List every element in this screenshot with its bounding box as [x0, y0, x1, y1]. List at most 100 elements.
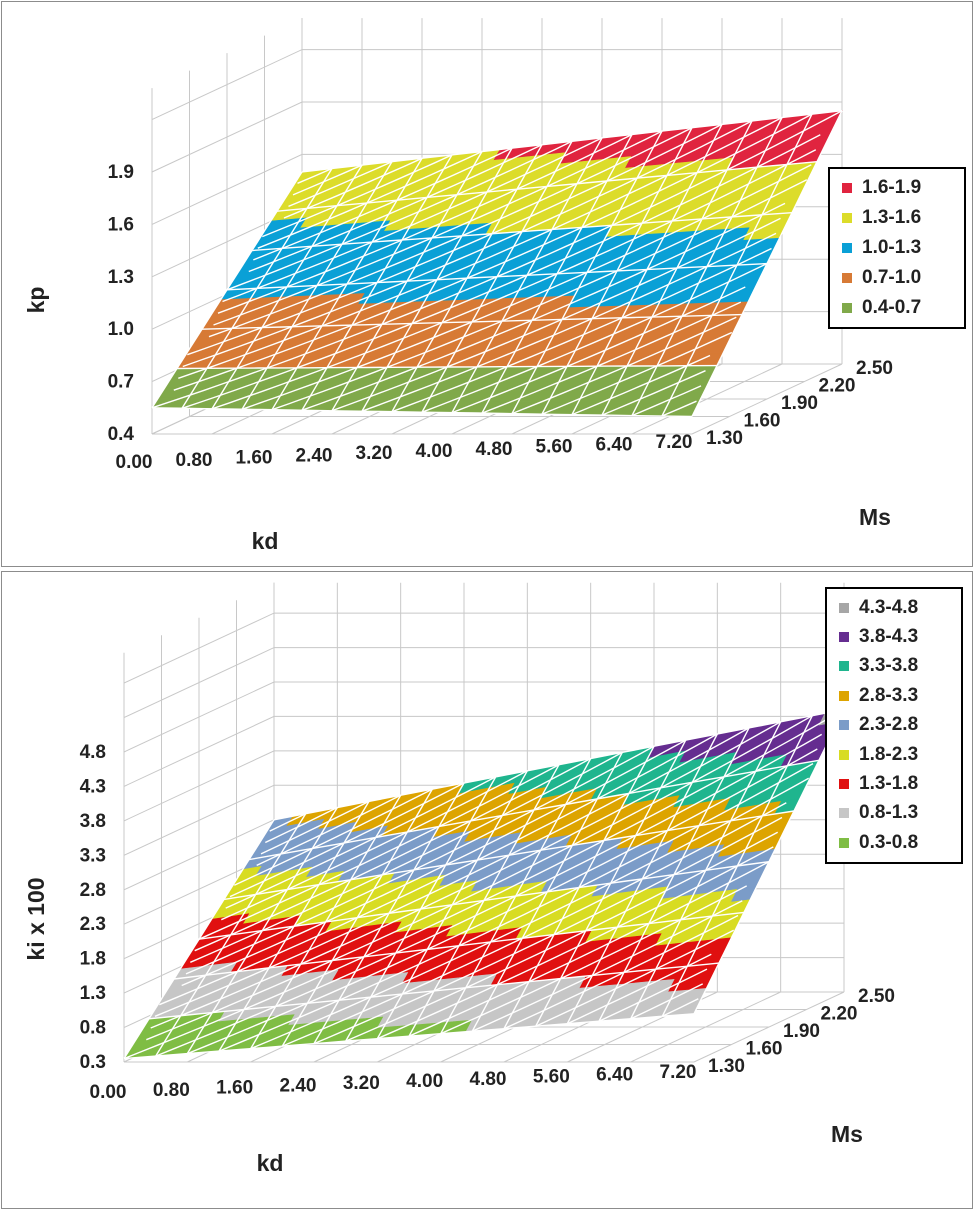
- legend-label: 4.3-4.8: [859, 596, 919, 618]
- legend-item: 4.3-4.8: [839, 593, 951, 622]
- surface-wire: [221, 770, 528, 921]
- z-axis-title: kp: [23, 287, 49, 314]
- kp-surface-chart-panel: 0.00 0.80 1.60 2.40 3.20 4.00 4.80 5.60 6.40 7.20…: [1, 1, 973, 567]
- legend-label: 1.6-1.9: [862, 177, 922, 198]
- surface-wire: [226, 140, 573, 291]
- legend-item: 1.0-1.3: [842, 233, 954, 263]
- surface-wire: [331, 217, 781, 412]
- surface-wire: [182, 120, 753, 368]
- x-tick-label: 3.20: [343, 1073, 380, 1094]
- surface-wire: [535, 929, 735, 1027]
- surface: [123, 709, 845, 1059]
- y-tick-label: 2.50: [856, 358, 893, 379]
- legend-label: 0.8-1.3: [859, 802, 919, 824]
- legend-label: 1.3-1.8: [859, 773, 919, 795]
- legend-item: 0.7-1.0: [842, 263, 954, 293]
- surface-wire: [472, 900, 743, 1032]
- legend-label: 1.3-1.6: [862, 207, 922, 228]
- legend-swatch: [839, 690, 849, 701]
- legend-label: 0.7-1.0: [862, 267, 922, 288]
- x-tick-label: 4.80: [476, 439, 513, 460]
- surface-wire: [257, 150, 483, 249]
- surface-wire: [208, 127, 693, 338]
- x-tick-label: 1.60: [236, 448, 273, 469]
- surface-wire: [262, 154, 453, 238]
- z-tick-label: 0.3: [80, 1052, 106, 1073]
- y-tick-label: 1.30: [706, 428, 743, 449]
- legend-swatch: [842, 183, 852, 193]
- z-tick-label: 0.8: [80, 1018, 106, 1039]
- surface-wire: [451, 286, 746, 414]
- legend-item: 2.3-2.8: [839, 711, 951, 740]
- ki-surface-chart-panel: 0.00 0.80 1.60 2.40 3.20 4.00 4.80 5.60 6.40 7.20…: [1, 571, 973, 1209]
- x-axis-title: kd: [252, 528, 279, 554]
- legend-swatch: [839, 808, 849, 819]
- x-tick-label: 0.80: [176, 450, 213, 471]
- x-tick-label: 0.80: [153, 1080, 190, 1101]
- surface-wire: [173, 113, 813, 391]
- legend-item: 1.3-1.6: [842, 203, 954, 233]
- legend-item: 0.3-0.8: [839, 828, 951, 857]
- surface-wire: [248, 144, 543, 273]
- z-tick-label: 4.8: [80, 742, 106, 763]
- x-tick-label: 1.60: [216, 1078, 253, 1099]
- surface-wire: [123, 708, 845, 1060]
- x-tick-label: 5.60: [536, 437, 573, 458]
- wall-gridline: [123, 681, 844, 753]
- kp-chart-legend: 1.6-1.9 1.3-1.6 1.0-1.3 0.7-1.0 0.4-0.7: [828, 167, 966, 329]
- surface-wire: [260, 800, 370, 855]
- legend-item: 3.3-3.8: [839, 652, 951, 681]
- legend-item: 1.6-1.9: [842, 173, 954, 203]
- surface-wire: [661, 998, 699, 1017]
- y-tick-label: 1.90: [783, 1021, 820, 1042]
- surface-wire: [264, 806, 338, 844]
- wall-gridline: [151, 101, 842, 173]
- surface-wire: [187, 748, 818, 1055]
- surface-wire: [283, 157, 423, 219]
- surface-wire: [541, 331, 733, 415]
- surface-wire: [222, 137, 603, 303]
- legend-item: 1.3-1.8: [839, 769, 951, 798]
- surface-wire: [253, 147, 513, 261]
- surface-wire: [567, 953, 712, 1025]
- surface-wire: [218, 762, 814, 1052]
- tick-labels: 0.00 0.80 1.60 2.40 3.20 4.00 4.80 5.60 6.40 7.20…: [108, 162, 893, 473]
- legend-swatch: [839, 661, 849, 672]
- surface-wireframe: [151, 110, 843, 418]
- x-tick-label: 2.40: [296, 445, 333, 466]
- legend-label: 2.8-3.3: [859, 684, 919, 706]
- x-axis-title: kd: [257, 1150, 284, 1176]
- legend-label: 1.0-1.3: [862, 237, 922, 258]
- surface-wire: [217, 133, 633, 314]
- y-tick-label: 2.20: [819, 376, 856, 397]
- surface-wire: [292, 164, 363, 196]
- x-tick-label: 7.20: [660, 1062, 697, 1083]
- y-tick-label: 1.90: [781, 393, 818, 414]
- surface-wire: [598, 968, 708, 1022]
- surface-wire: [198, 764, 560, 940]
- z-tick-label: 1.0: [108, 319, 134, 340]
- surface-wire: [503, 914, 739, 1030]
- wall-gridline: [151, 49, 842, 121]
- legend-swatch: [842, 273, 852, 283]
- tick-labels: 0.00 0.80 1.60 2.40 3.20 4.00 4.80 5.60 6.40 7.20…: [80, 742, 895, 1103]
- legend-item: 3.8-4.3: [839, 622, 951, 651]
- legend-label: 0.4-0.7: [862, 297, 922, 318]
- surface-wire: [151, 110, 843, 409]
- legend-swatch: [839, 749, 849, 760]
- surface-wire: [187, 123, 723, 356]
- ki-surface-chart: 0.00 0.80 1.60 2.40 3.20 4.00 4.80 5.60 6.40 7.20…: [23, 582, 895, 1176]
- legend-item: 0.8-1.3: [839, 799, 951, 828]
- z-tick-label: 1.3: [80, 983, 106, 1004]
- x-tick-label: 5.60: [533, 1067, 570, 1088]
- surface-wire: [391, 247, 772, 413]
- z-tick-label: 1.9: [108, 162, 134, 183]
- surface-wireframe: [123, 708, 845, 1060]
- surface-wire: [282, 802, 787, 1047]
- surface-wire: [288, 161, 393, 208]
- surface-wire: [440, 885, 748, 1035]
- x-tick-label: 6.40: [596, 434, 633, 455]
- legend-label: 2.3-2.8: [859, 714, 919, 736]
- surface-wire: [250, 777, 810, 1050]
- x-tick-label: 4.00: [416, 441, 453, 462]
